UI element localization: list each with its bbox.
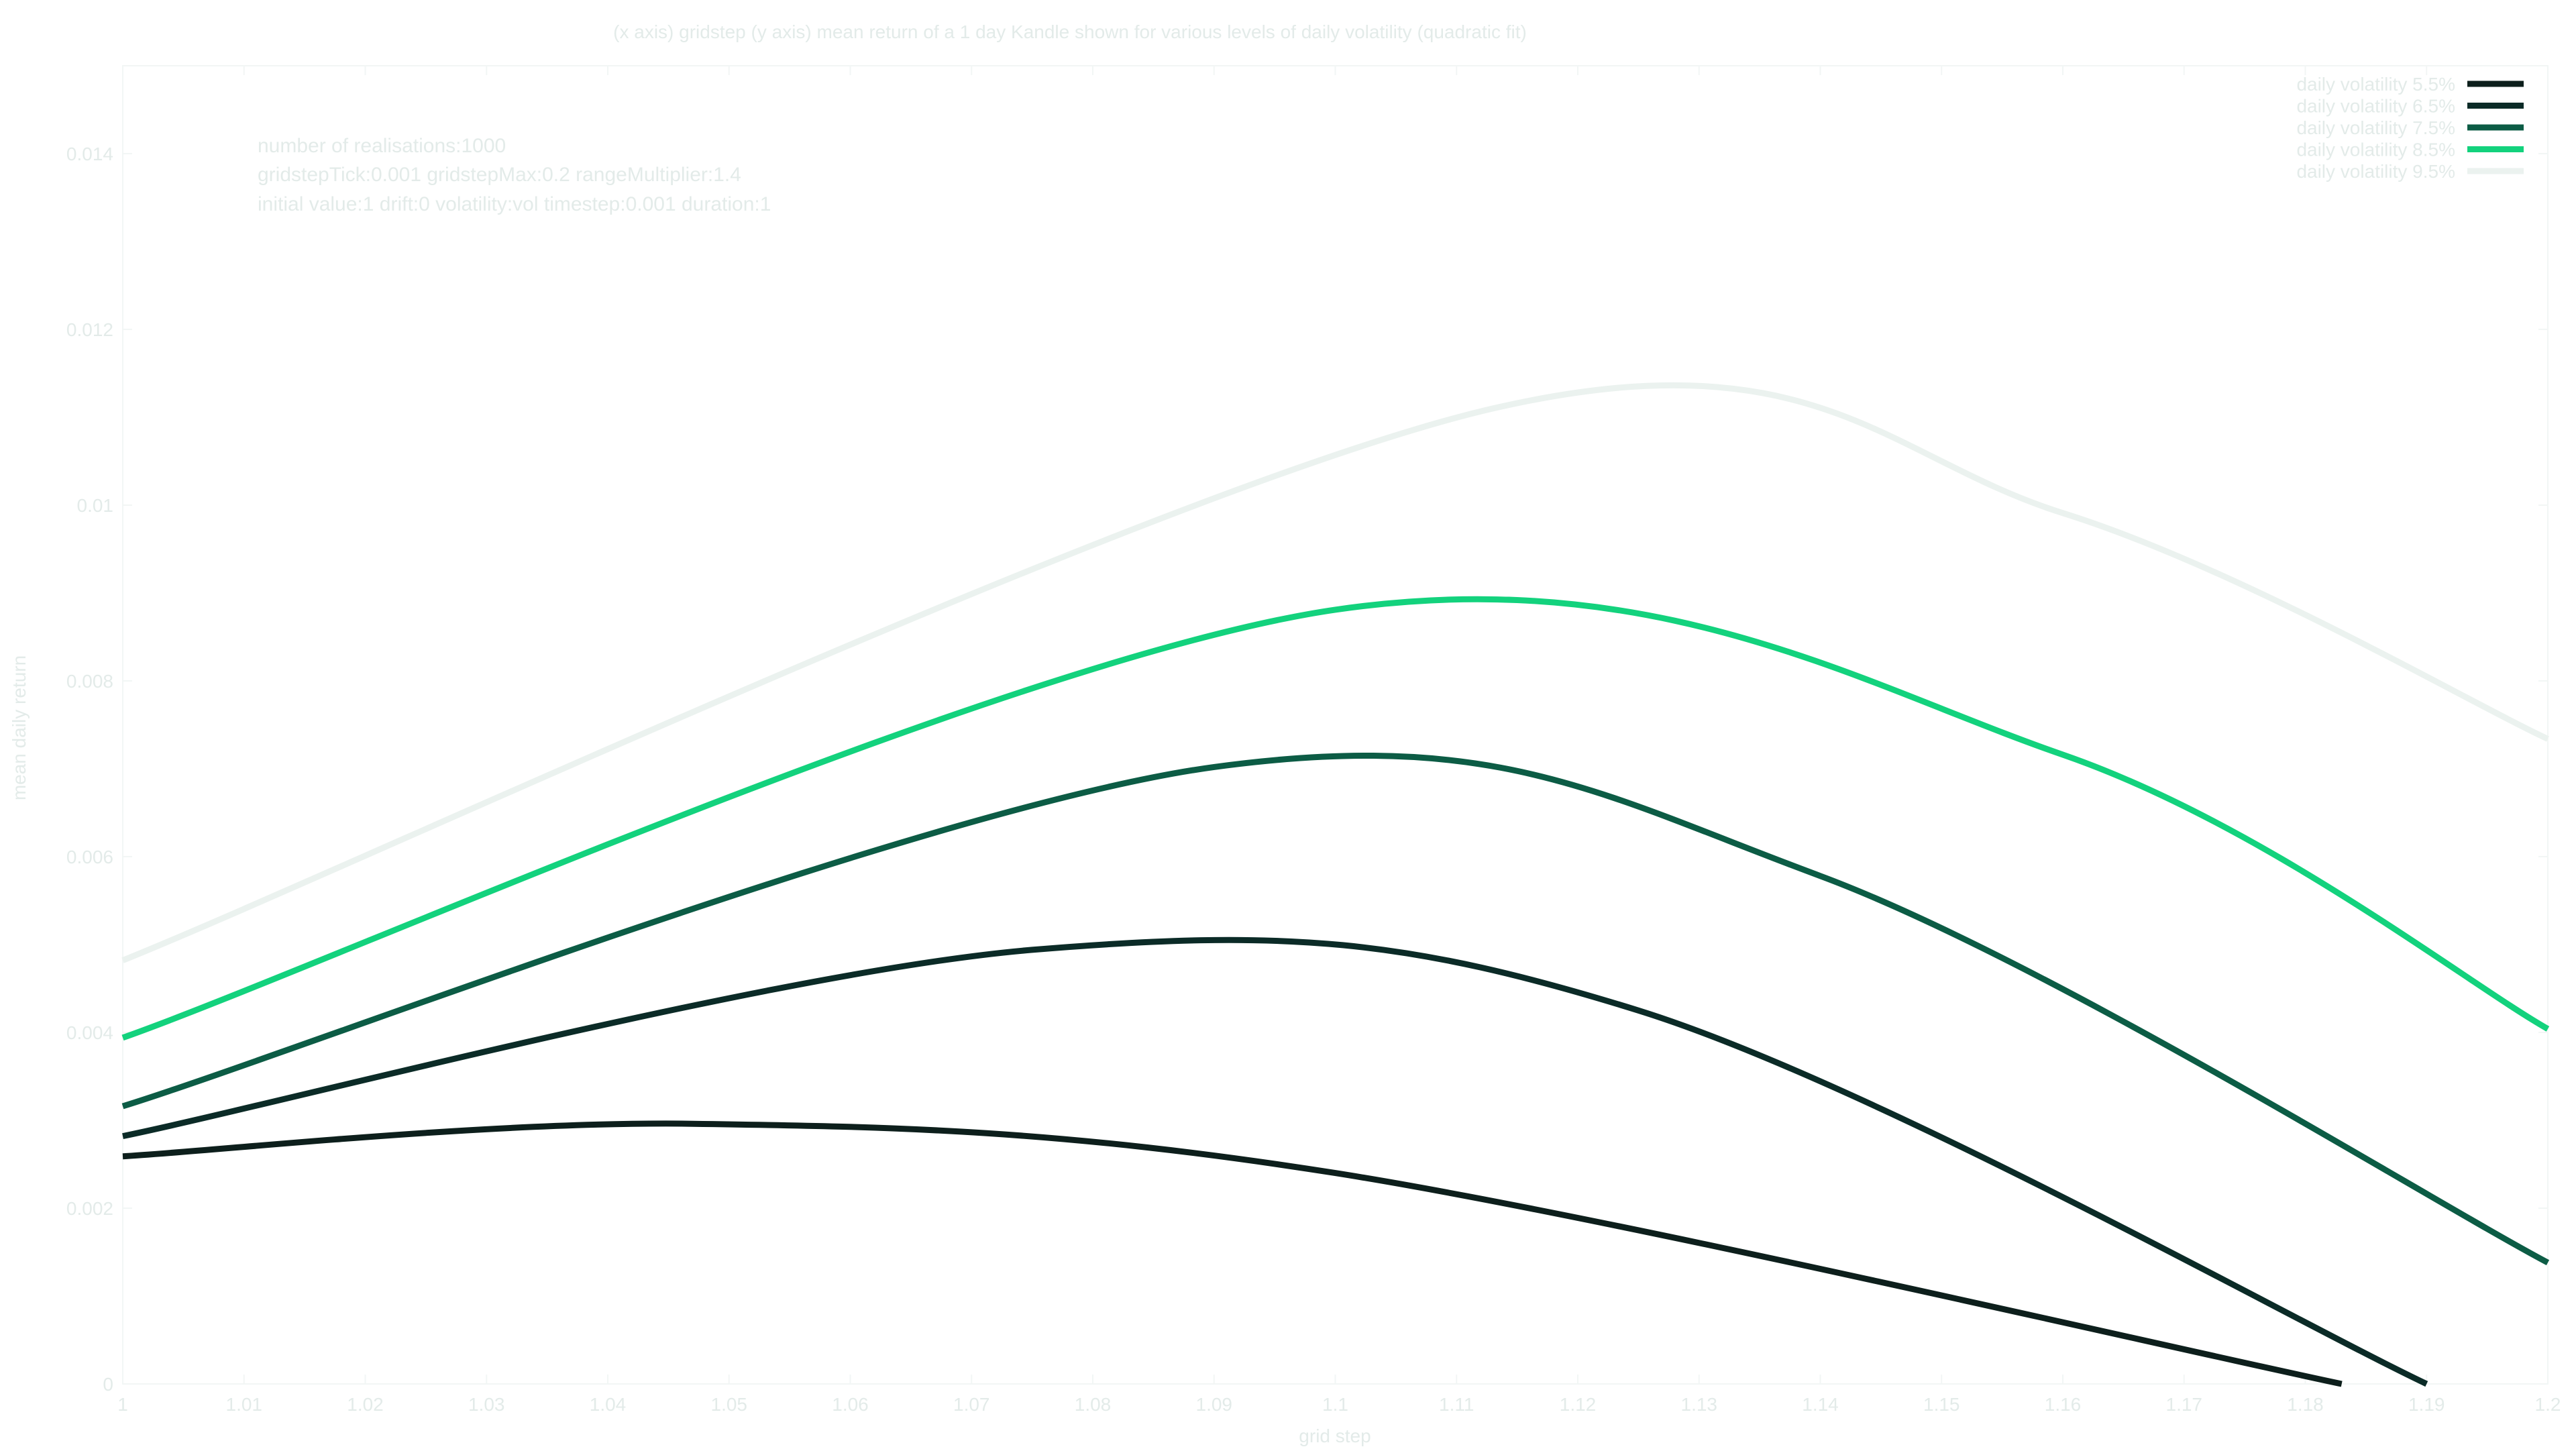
legend-label: daily volatility 7.5%: [2296, 117, 2455, 138]
y-tick-label: 0.006: [66, 847, 113, 867]
x-tick-label: 1.01: [226, 1394, 263, 1415]
y-tick-label: 0.002: [66, 1198, 113, 1219]
x-tick-label: 1.19: [2408, 1394, 2445, 1415]
series-line-3: [121, 596, 2550, 1041]
y-tick-label: 0.014: [66, 144, 113, 164]
x-tick-label: 1.16: [2045, 1394, 2082, 1415]
x-tick-label: 1.08: [1075, 1394, 1112, 1415]
x-tick-label: 1.03: [468, 1394, 505, 1415]
x-tick-label: 1.06: [832, 1394, 869, 1415]
x-axis-label: grid step: [1299, 1426, 1371, 1446]
y-tick-label: 0.01: [77, 495, 114, 516]
x-tick-label: 1.18: [2287, 1394, 2324, 1415]
x-tick-label: 1.07: [953, 1394, 990, 1415]
legend-label: daily volatility 5.5%: [2296, 74, 2455, 95]
y-tick-label: 0.012: [66, 319, 113, 340]
y-axis-label: mean daily return: [9, 655, 30, 800]
y-tick-label: 0: [103, 1374, 113, 1395]
x-tick-label: 1.11: [1439, 1394, 1474, 1415]
x-tick-label: 1.15: [1923, 1394, 1960, 1415]
series-line-0: [122, 1120, 2343, 1387]
x-tick-label: 1.2: [2535, 1394, 2561, 1415]
series-lines: [121, 382, 2550, 1387]
x-tick-label: 1.1: [1322, 1394, 1348, 1415]
chart-title: (x axis) gridstep (y axis) mean return o…: [613, 21, 1527, 42]
x-tick-label: 1.09: [1196, 1394, 1233, 1415]
annotation-gridstep: gridstepTick:0.001 gridstepMax:0.2 range…: [258, 164, 741, 186]
legend-label: daily volatility 9.5%: [2296, 161, 2455, 182]
x-tick-label: 1: [117, 1394, 128, 1415]
legend-label: daily volatility 8.5%: [2296, 140, 2455, 160]
legend: daily volatility 5.5%daily volatility 6.…: [2296, 74, 2524, 182]
y-axis: 0 0.002 0.004 0.006 0.008 0.01 0.012 0.014: [66, 144, 2548, 1395]
x-tick-label: 1.17: [2166, 1394, 2203, 1415]
plot-frame: [122, 65, 2548, 1385]
x-tick-label: 1.13: [1681, 1394, 1718, 1415]
x-tick-label: 1.12: [1560, 1394, 1597, 1415]
series-line-1: [122, 936, 2428, 1387]
annotations: number of realisations:1000 gridstepTick…: [258, 135, 771, 215]
y-tick-label: 0.004: [66, 1022, 113, 1043]
x-axis: 1 1.01 1.02 1.03 1.04 1.05 1.06 1.07 1.08 1.09 1.1…: [117, 66, 2561, 1415]
series-line-4: [121, 382, 2549, 963]
annotation-initial-value: initial value:1 drift:0 volatility:vol t…: [258, 193, 771, 215]
annotation-realisations: number of realisations:1000: [258, 135, 506, 157]
y-tick-label: 0.008: [66, 671, 113, 692]
x-tick-label: 1.04: [590, 1394, 627, 1415]
x-tick-label: 1.14: [1802, 1394, 1839, 1415]
x-tick-label: 1.05: [711, 1394, 748, 1415]
series-line-2: [121, 753, 2550, 1266]
x-tick-label: 1.02: [347, 1394, 384, 1415]
legend-label: daily volatility 6.5%: [2296, 96, 2455, 117]
